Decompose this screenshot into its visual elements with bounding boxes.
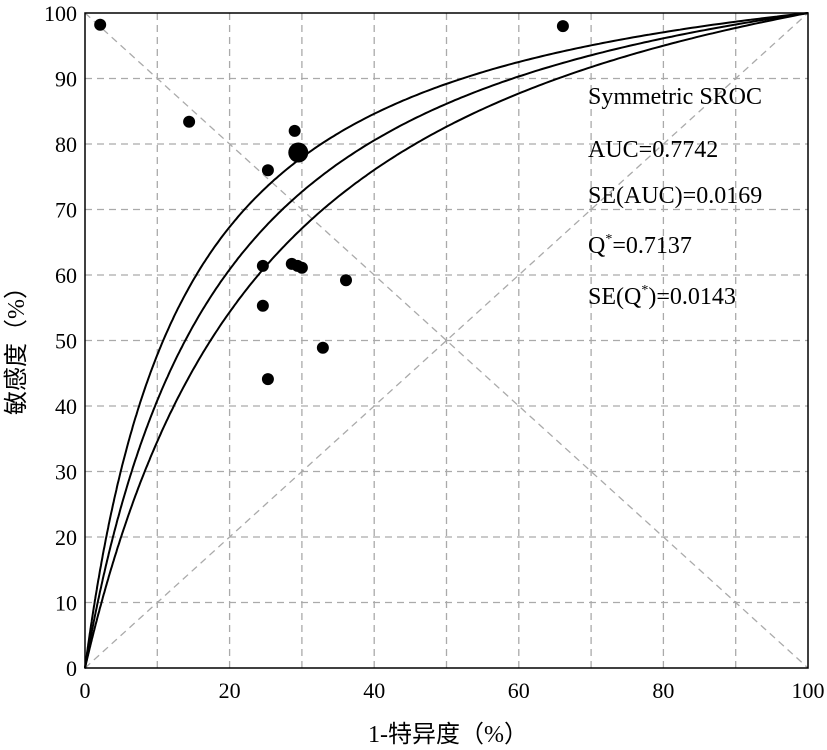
- y-tick-label: 100: [44, 1, 77, 26]
- y-tick-label: 20: [55, 525, 77, 550]
- data-point: [295, 261, 308, 274]
- y-tick-label: 30: [55, 460, 77, 485]
- y-tick-label: 50: [55, 329, 77, 354]
- x-axis-label: 1-特异度（%）: [368, 721, 528, 748]
- grid: [85, 13, 808, 668]
- y-tick-label: 80: [55, 132, 77, 157]
- sroc-curves: [84, 12, 809, 669]
- data-point: [316, 341, 329, 354]
- y-tick-label: 90: [55, 67, 77, 92]
- data-point: [256, 259, 269, 272]
- data-points: [94, 18, 569, 386]
- diagonal-line: [84, 12, 809, 669]
- annotation-title: Symmetric SROC: [588, 84, 762, 110]
- y-axis-label: 敏感度（%）: [3, 275, 30, 415]
- data-point: [340, 274, 353, 287]
- annotation-se-q-star: SE(Q*)=0.0143: [588, 283, 736, 310]
- annotation-box: Symmetric SROC AUC=0.7742 SE(AUC)=0.0169…: [588, 84, 762, 310]
- y-tick-label: 40: [55, 394, 77, 419]
- x-tick-label: 0: [80, 678, 91, 703]
- diagonal-lines: [84, 12, 809, 669]
- data-point: [256, 299, 269, 312]
- y-tick-labels: 0 10 20 30 40 50 60 70 80 90 100: [44, 1, 77, 681]
- data-point: [556, 20, 569, 33]
- x-tick-label: 80: [652, 678, 674, 703]
- y-tick-label: 60: [55, 263, 77, 288]
- y-tick-label: 10: [55, 591, 77, 616]
- y-tick-label: 0: [66, 656, 77, 681]
- annotation-auc: AUC=0.7742: [588, 137, 718, 163]
- data-point: [94, 18, 107, 31]
- y-tick-label: 70: [55, 198, 77, 223]
- x-tick-label: 40: [363, 678, 385, 703]
- sroc-curve: [84, 12, 809, 669]
- data-point: [288, 124, 301, 137]
- plot-frame: [84, 12, 809, 669]
- annotation-se-auc: SE(AUC)=0.0169: [588, 183, 762, 209]
- anti-diagonal-line: [84, 12, 809, 669]
- x-tick-labels: 0 20 40 60 80 100: [80, 678, 825, 703]
- data-point: [288, 142, 309, 163]
- x-tick-label: 100: [792, 678, 825, 703]
- sroc-curve: [84, 12, 809, 669]
- data-point: [261, 373, 274, 386]
- x-tick-label: 60: [508, 678, 530, 703]
- x-tick-label: 20: [219, 678, 241, 703]
- sroc-curve: [84, 12, 809, 669]
- data-point: [183, 115, 196, 128]
- data-point: [261, 164, 274, 177]
- annotation-q-star: Q*=0.7137: [588, 232, 692, 259]
